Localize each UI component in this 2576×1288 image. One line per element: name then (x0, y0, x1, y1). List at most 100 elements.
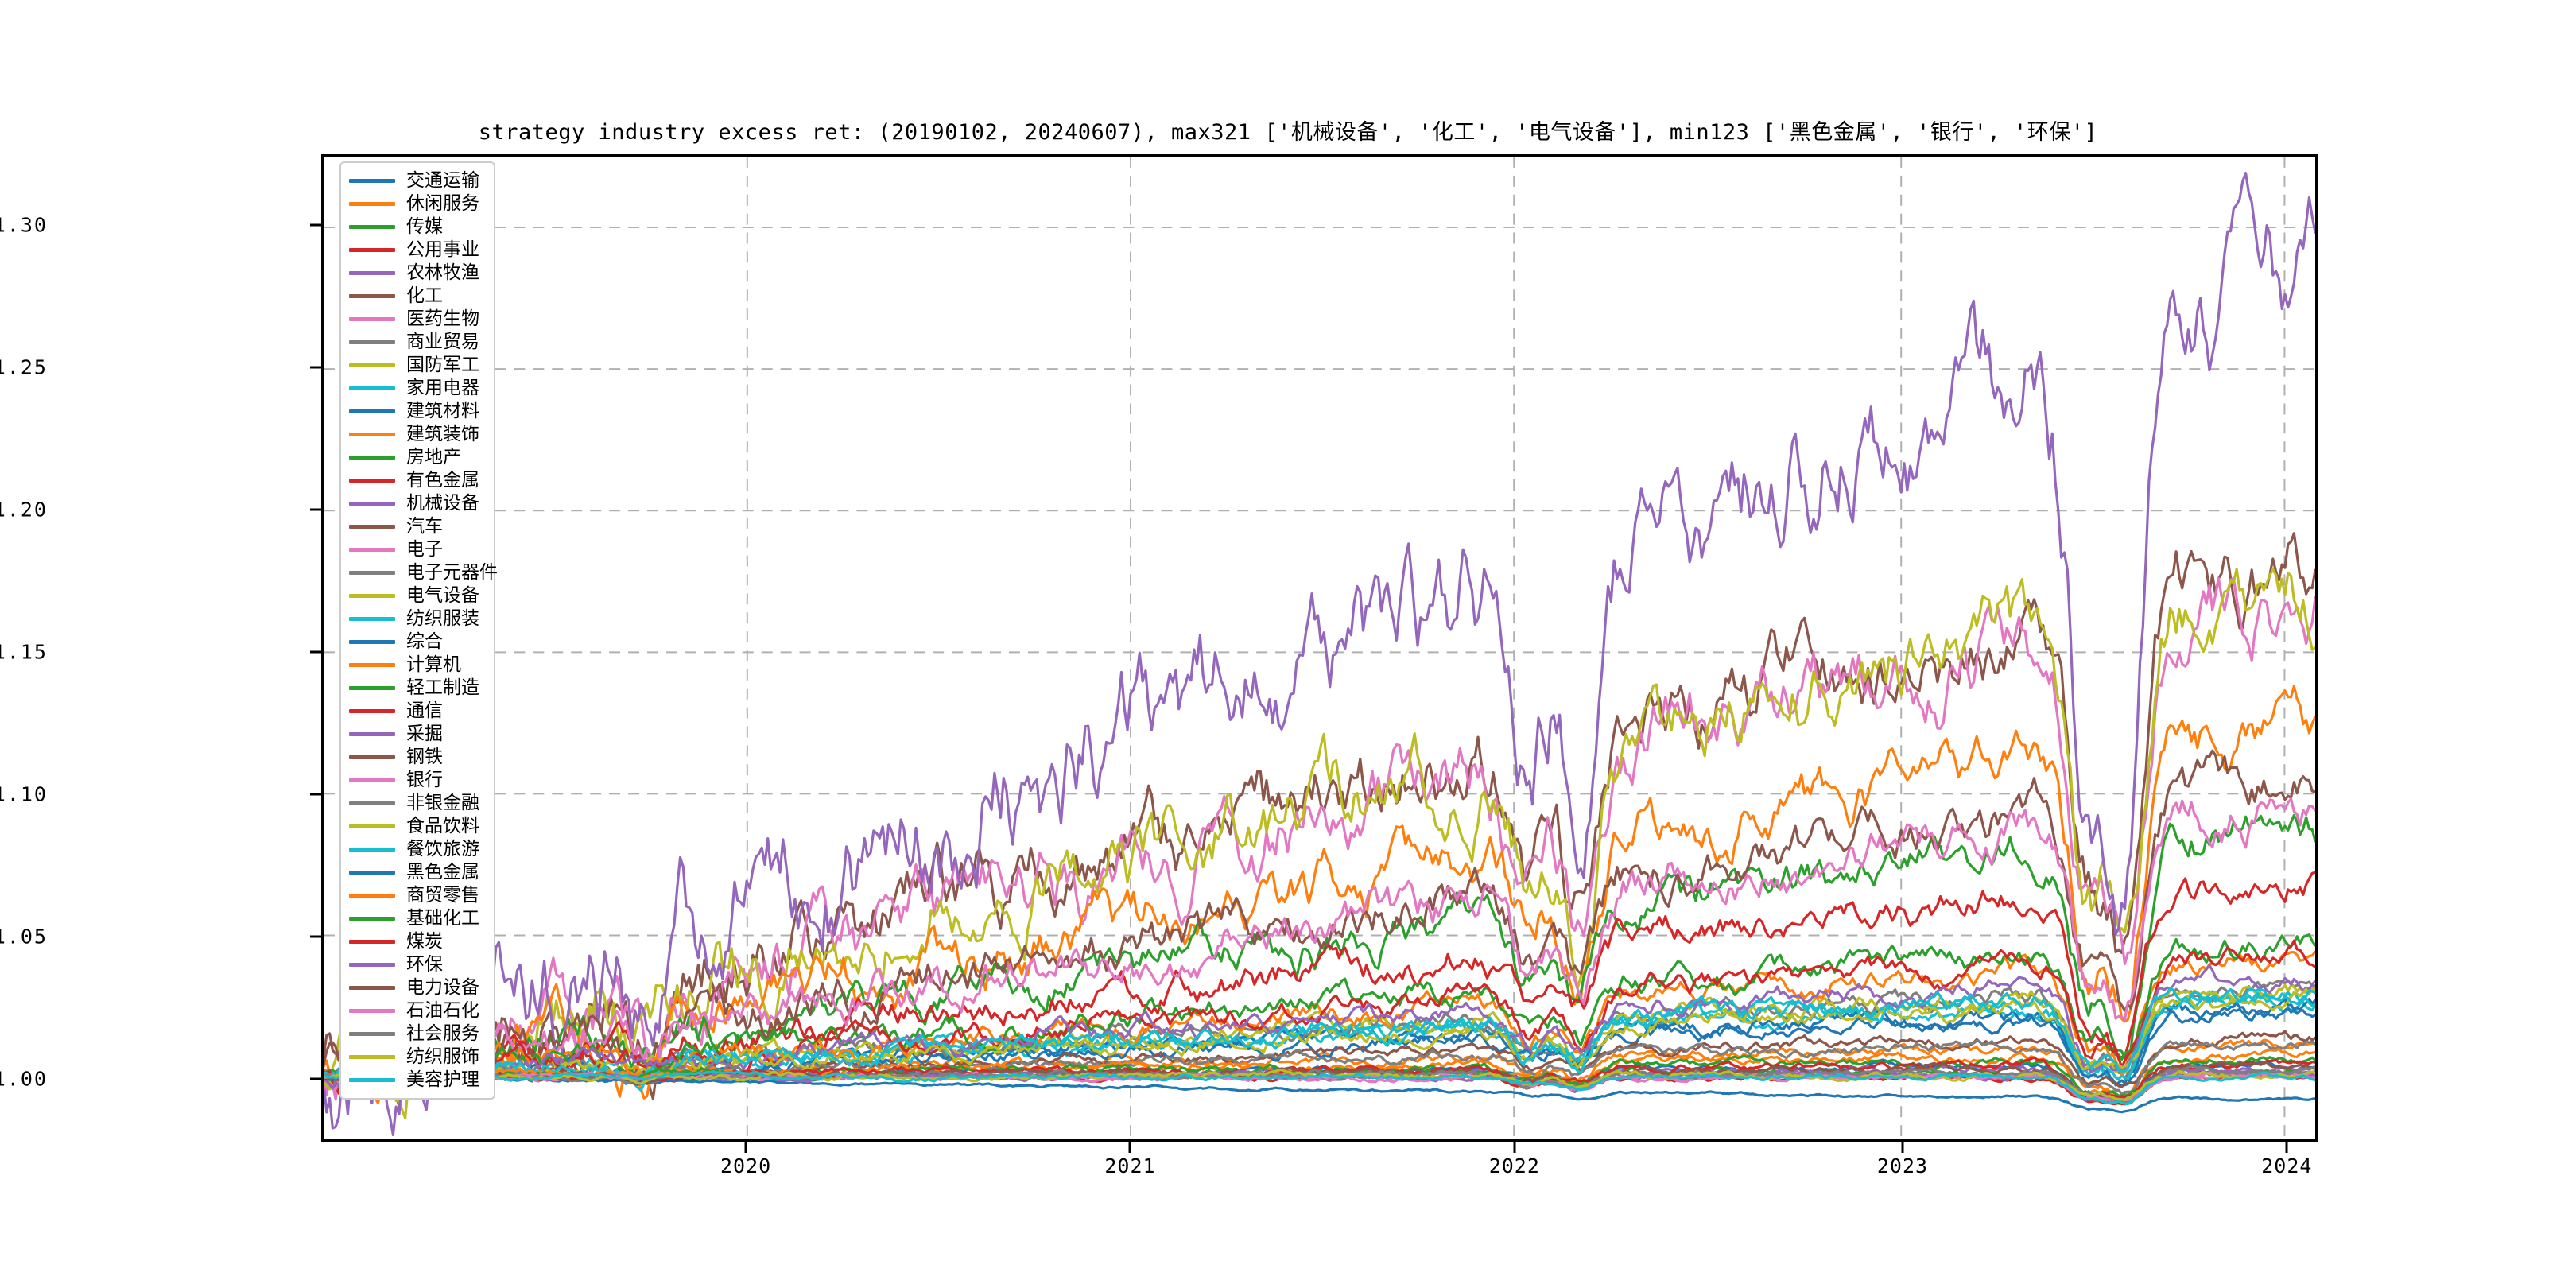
legend-item[interactable]: 社会服务 (349, 1022, 487, 1046)
y-axis-tick-mark (310, 1077, 321, 1080)
legend-item[interactable]: 商业贸易 (349, 331, 487, 354)
legend-item[interactable]: 纺织服装 (349, 607, 487, 630)
legend-item[interactable]: 休闲服务 (349, 192, 487, 215)
legend-item[interactable]: 煤炭 (349, 930, 487, 953)
legend-item[interactable]: 综合 (349, 630, 487, 654)
legend-color-swatch (349, 709, 395, 713)
legend-color-swatch (349, 1009, 395, 1013)
legend-color-swatch (349, 456, 395, 460)
legend-item[interactable]: 农林牧渔 (349, 262, 487, 285)
legend-item[interactable]: 石油石化 (349, 999, 487, 1022)
legend-item-label: 钢铁 (406, 747, 443, 767)
y-axis-tick-mark (310, 366, 321, 369)
legend-item[interactable]: 国防军工 (349, 354, 487, 377)
legend-item-label: 纺织服饰 (406, 1046, 479, 1067)
legend-item[interactable]: 建筑材料 (349, 400, 487, 423)
legend-color-swatch (349, 294, 395, 298)
legend-item-label: 环保 (406, 954, 443, 975)
legend-item[interactable]: 电气设备 (349, 584, 487, 607)
series-line: 采掘 (324, 964, 2315, 1090)
x-axis-tick-mark (1901, 1142, 1904, 1153)
x-axis-tick-mark (1513, 1142, 1516, 1153)
legend-color-swatch (349, 1078, 395, 1082)
legend-item[interactable]: 交通运输 (349, 169, 487, 192)
legend-item[interactable]: 黑色金属 (349, 861, 487, 884)
x-axis-tick-label: 2020 (720, 1154, 772, 1177)
legend-item[interactable]: 传媒 (349, 215, 487, 239)
legend-color-swatch (349, 940, 395, 944)
legend-color-swatch (349, 1055, 395, 1059)
legend-color-swatch (349, 778, 395, 782)
legend-item-label: 餐饮旅游 (406, 839, 479, 859)
legend-item[interactable]: 基础化工 (349, 907, 487, 930)
legend-item-label: 机械设备 (406, 493, 479, 514)
legend-item[interactable]: 非银金融 (349, 792, 487, 815)
legend-color-swatch (349, 824, 395, 828)
legend-color-swatch (349, 917, 395, 921)
legend-color-swatch (349, 894, 395, 898)
legend-item[interactable]: 化工 (349, 285, 487, 308)
legend-item[interactable]: 汽车 (349, 515, 487, 538)
y-axis-tick-mark (310, 650, 321, 654)
legend-color-swatch (349, 179, 395, 183)
y-axis-tick-label: 1.15 (0, 640, 48, 664)
legend-item[interactable]: 医药生物 (349, 308, 487, 331)
legend-color-swatch (349, 502, 395, 506)
series-line: 计算机 (324, 950, 2315, 1084)
legend-color-swatch (349, 848, 395, 852)
legend-color-swatch (349, 640, 395, 644)
series-layer: 交通运输休闲服务传媒公用事业农林牧渔化工医药生物商业贸易国防军工家用电器建筑材料… (324, 172, 2315, 1137)
legend-item[interactable]: 商贸零售 (349, 884, 487, 907)
legend-color-swatch (349, 617, 395, 621)
legend-item-label: 电力设备 (406, 977, 479, 998)
legend-item[interactable]: 采掘 (349, 723, 487, 746)
legend-item[interactable]: 有色金属 (349, 469, 487, 492)
legend-color-swatch (349, 594, 395, 598)
y-axis-tick-label: 1.10 (0, 782, 48, 806)
grid-layer (324, 157, 2315, 1139)
legend-item-label: 传媒 (406, 216, 443, 237)
legend-color-swatch (349, 548, 395, 552)
legend-item-label: 电气设备 (406, 585, 479, 606)
legend-item[interactable]: 计算机 (349, 654, 487, 677)
legend-item-label: 黑色金属 (406, 862, 479, 883)
legend-item-label: 交通运输 (406, 170, 479, 191)
legend-item[interactable]: 食品饮料 (349, 815, 487, 838)
legend-item[interactable]: 家用电器 (349, 377, 487, 400)
legend-item[interactable]: 银行 (349, 769, 487, 792)
legend-item[interactable]: 电力设备 (349, 976, 487, 999)
x-axis-tick-label: 2021 (1104, 1154, 1156, 1177)
legend-color-swatch (349, 386, 395, 390)
y-axis-tick-label: 1.30 (0, 213, 48, 237)
legend-item[interactable]: 纺织服饰 (349, 1046, 487, 1069)
legend-item-label: 商业贸易 (406, 332, 479, 352)
legend-color-swatch (349, 271, 395, 275)
legend-item-label: 石油石化 (406, 1000, 479, 1021)
legend-item[interactable]: 建筑装饰 (349, 423, 487, 446)
legend-item[interactable]: 轻工制造 (349, 677, 487, 700)
legend-item-label: 电子元器件 (406, 562, 498, 583)
legend-item-label: 电子 (406, 539, 443, 560)
legend-item[interactable]: 公用事业 (349, 239, 487, 262)
legend-item-label: 煤炭 (406, 931, 443, 952)
chart-legend[interactable]: 交通运输 休闲服务 传媒 公用事业 农林牧渔 化工 医药生物 商业贸易 国防军工… (339, 161, 498, 1100)
legend-item[interactable]: 电子 (349, 538, 487, 561)
legend-item[interactable]: 房地产 (349, 446, 487, 469)
legend-item[interactable]: 餐饮旅游 (349, 838, 487, 861)
legend-color-swatch (349, 433, 395, 436)
series-line: 机械设备 (324, 172, 2315, 1137)
legend-color-swatch (349, 409, 395, 413)
series-line: 美容护理 (324, 1069, 2315, 1106)
legend-item[interactable]: 通信 (349, 700, 487, 723)
legend-color-swatch (349, 663, 395, 667)
legend-item[interactable]: 美容护理 (349, 1069, 487, 1092)
legend-item[interactable]: 环保 (349, 953, 487, 976)
legend-item[interactable]: 电子元器件 (349, 561, 498, 584)
legend-item[interactable]: 钢铁 (349, 746, 487, 769)
legend-item-label: 汽车 (406, 516, 443, 537)
legend-item[interactable]: 机械设备 (349, 492, 487, 515)
legend-item-label: 采掘 (406, 724, 443, 744)
y-axis-tick-label: 1.25 (0, 355, 48, 379)
legend-item-label: 国防军工 (406, 355, 479, 375)
